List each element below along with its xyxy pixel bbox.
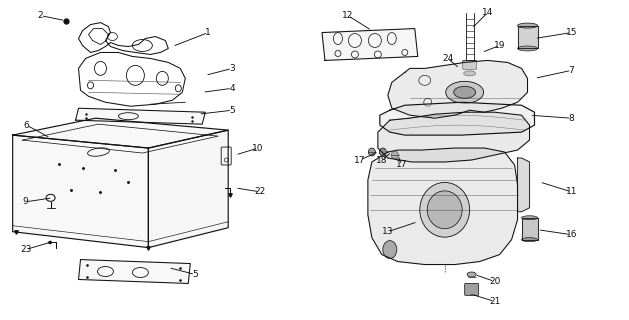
Polygon shape	[378, 112, 530, 162]
Ellipse shape	[467, 272, 476, 277]
Ellipse shape	[369, 148, 376, 156]
Ellipse shape	[420, 182, 470, 237]
Polygon shape	[322, 28, 418, 60]
Polygon shape	[518, 158, 530, 212]
Text: 6: 6	[24, 121, 30, 130]
Text: 5: 5	[192, 270, 198, 279]
Ellipse shape	[464, 71, 476, 76]
Text: 11: 11	[565, 188, 577, 196]
Polygon shape	[388, 60, 528, 118]
Ellipse shape	[446, 81, 484, 103]
Text: 9: 9	[23, 197, 28, 206]
Polygon shape	[13, 135, 148, 248]
Text: 16: 16	[565, 230, 577, 239]
Ellipse shape	[518, 46, 538, 51]
Text: 12: 12	[342, 11, 353, 20]
Polygon shape	[518, 26, 538, 49]
Text: 22: 22	[255, 188, 265, 196]
Text: 17: 17	[396, 160, 408, 170]
Text: 18: 18	[376, 156, 387, 164]
Polygon shape	[13, 118, 228, 148]
Text: 24: 24	[442, 54, 454, 63]
Polygon shape	[148, 130, 228, 248]
Polygon shape	[380, 102, 535, 135]
Text: 13: 13	[382, 227, 394, 236]
Text: 3: 3	[230, 64, 235, 73]
FancyBboxPatch shape	[465, 284, 479, 295]
Text: 5: 5	[230, 106, 235, 115]
Ellipse shape	[391, 151, 398, 159]
Text: 2: 2	[38, 11, 43, 20]
Text: 10: 10	[252, 144, 264, 153]
Text: 21: 21	[489, 297, 500, 306]
Polygon shape	[75, 108, 205, 124]
FancyBboxPatch shape	[463, 60, 477, 69]
Text: 14: 14	[482, 8, 493, 17]
Ellipse shape	[454, 86, 476, 98]
Polygon shape	[521, 218, 538, 240]
Ellipse shape	[521, 238, 538, 242]
Polygon shape	[79, 260, 191, 284]
Text: 17: 17	[354, 156, 365, 164]
Ellipse shape	[518, 23, 538, 28]
Text: 23: 23	[20, 245, 31, 254]
Ellipse shape	[427, 191, 462, 229]
Text: 20: 20	[489, 277, 500, 286]
Ellipse shape	[383, 241, 397, 259]
Text: 1: 1	[205, 28, 211, 37]
Text: 7: 7	[569, 66, 574, 75]
Polygon shape	[368, 148, 518, 265]
Text: 4: 4	[230, 84, 235, 93]
Text: 15: 15	[565, 28, 577, 37]
Ellipse shape	[521, 216, 538, 220]
Text: 8: 8	[569, 114, 574, 123]
Text: 19: 19	[494, 41, 505, 50]
Ellipse shape	[379, 148, 386, 156]
